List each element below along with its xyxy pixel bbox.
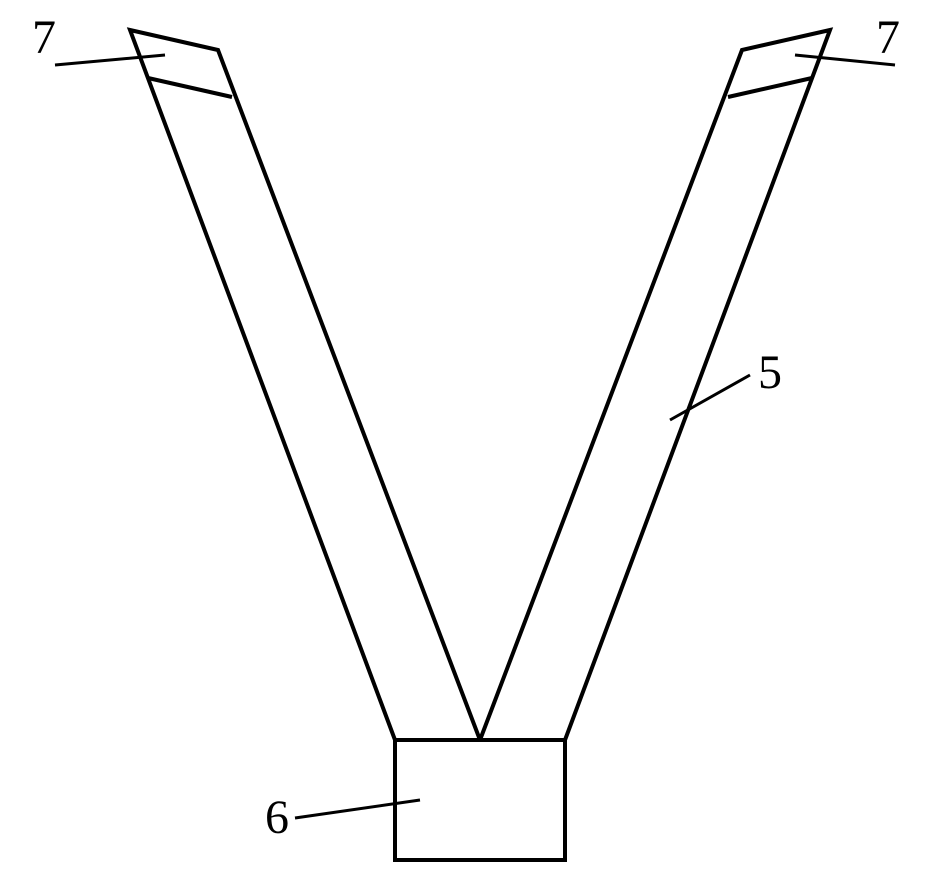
left-arm: [130, 30, 480, 740]
base-box: [395, 740, 565, 860]
leader-seven-left: [55, 55, 165, 65]
right-tip-line: [728, 78, 812, 97]
label-seven-left: 7: [32, 10, 56, 65]
label-six: 6: [265, 790, 289, 845]
label-five: 5: [758, 345, 782, 400]
leader-six: [295, 800, 420, 818]
v-diagram: [0, 0, 945, 892]
label-seven-right: 7: [876, 10, 900, 65]
leader-five: [670, 375, 750, 420]
left-tip-line: [148, 78, 232, 97]
